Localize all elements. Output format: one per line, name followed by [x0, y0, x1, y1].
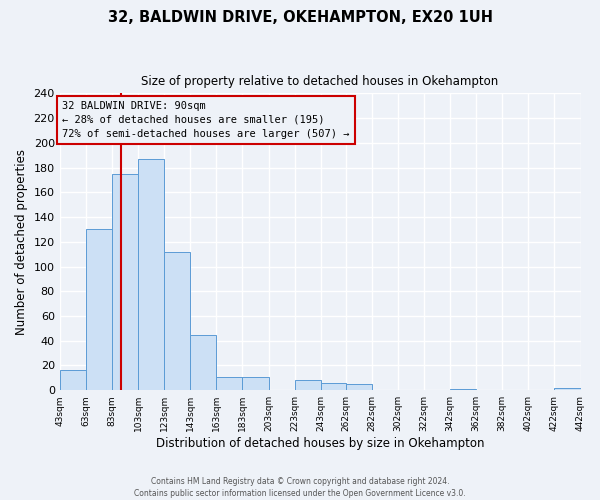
Text: Contains HM Land Registry data © Crown copyright and database right 2024.
Contai: Contains HM Land Registry data © Crown c… — [134, 476, 466, 498]
Bar — [59, 370, 86, 390]
Text: 32 BALDWIN DRIVE: 90sqm
← 28% of detached houses are smaller (195)
72% of semi-d: 32 BALDWIN DRIVE: 90sqm ← 28% of detache… — [62, 101, 350, 139]
X-axis label: Distribution of detached houses by size in Okehampton: Distribution of detached houses by size … — [156, 437, 484, 450]
Bar — [295, 380, 321, 390]
Bar — [346, 384, 371, 390]
Title: Size of property relative to detached houses in Okehampton: Size of property relative to detached ho… — [142, 75, 499, 88]
Bar — [164, 252, 190, 390]
Bar — [138, 159, 164, 390]
Bar — [242, 376, 269, 390]
Y-axis label: Number of detached properties: Number of detached properties — [15, 149, 28, 335]
Bar — [86, 230, 112, 390]
Bar — [190, 334, 217, 390]
Bar — [112, 174, 138, 390]
Bar — [321, 383, 346, 390]
Bar — [217, 376, 242, 390]
Bar — [554, 388, 581, 390]
Bar — [450, 389, 476, 390]
Text: 32, BALDWIN DRIVE, OKEHAMPTON, EX20 1UH: 32, BALDWIN DRIVE, OKEHAMPTON, EX20 1UH — [107, 10, 493, 25]
